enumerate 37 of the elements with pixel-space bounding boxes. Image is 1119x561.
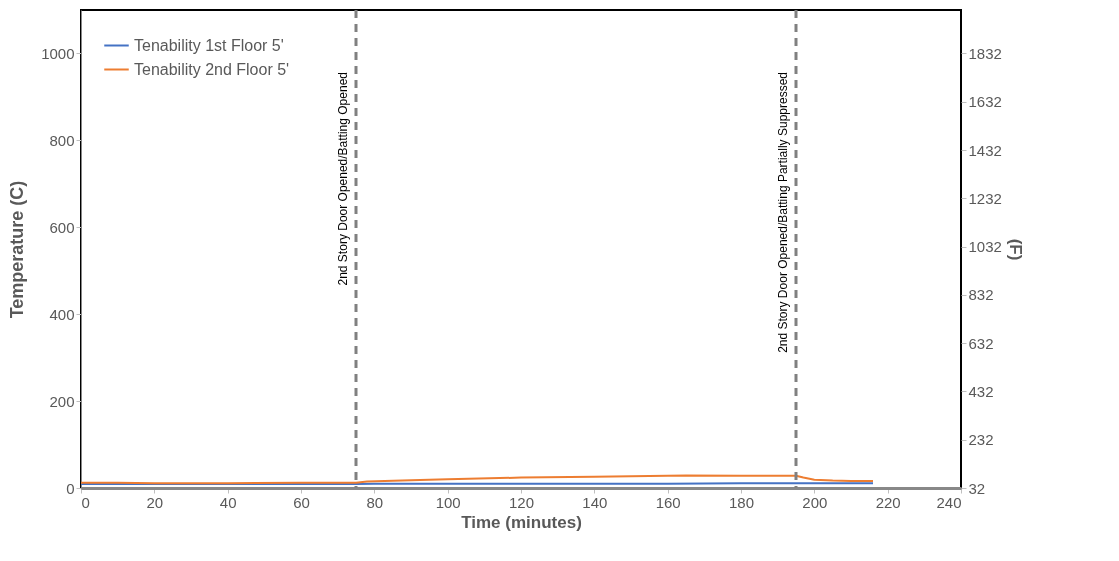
x-tick-label: 160 (655, 493, 681, 511)
y-tick-label: 200 (49, 392, 75, 410)
line-series (80, 474, 874, 485)
x-tick-label: 100 (435, 493, 461, 511)
y-axis-title: Temperature (C) (7, 180, 28, 319)
y-tick-label: 800 (49, 131, 75, 149)
y-tick-label: 400 (49, 305, 75, 323)
y2-tick-label: 832 (968, 286, 994, 304)
y2-tick-label: 32 (968, 479, 986, 497)
y-tick-label: 1000 (41, 44, 75, 62)
y-tick-label: 600 (49, 218, 75, 236)
x-tick-label: 80 (366, 493, 384, 511)
x-tick-label: 200 (802, 493, 828, 511)
x-tick-label: 180 (728, 493, 755, 511)
x-tick-label: 240 (936, 493, 962, 511)
x-tick-label: 220 (875, 493, 901, 511)
y2-tick-label: 632 (968, 334, 994, 352)
ref-line-label: 2nd Story Door Opened/Batting Partially Suppressed (776, 72, 790, 353)
legend-label: Tenability 2nd Floor 5' (134, 60, 290, 78)
x-tick-label: 140 (582, 493, 608, 511)
x-tick-label: 120 (508, 493, 535, 511)
y2-tick-label: 1632 (968, 93, 1002, 111)
x-tick-label: 40 (219, 493, 237, 511)
y2-tick-label: 232 (968, 431, 994, 449)
y2-tick-label: 1832 (968, 44, 1002, 62)
y-tick-label: 0 (66, 479, 75, 497)
x-tick-label: 60 (293, 493, 310, 511)
y2-axis-title: (F) (1005, 238, 1025, 261)
y2-tick-label: 432 (968, 382, 994, 400)
x-tick-label: 0 (81, 493, 90, 511)
y2-tick-label: 1032 (968, 238, 1002, 256)
y2-tick-label: 1432 (968, 141, 1002, 159)
x-tick-label: 20 (146, 493, 164, 511)
ref-line-label: 2nd Story Door Opened/Batting Opened (336, 72, 350, 286)
legend-label: Tenability 1st Floor 5' (134, 36, 284, 54)
x-axis-title: Time (minutes) (461, 512, 582, 532)
y2-tick-label: 1232 (968, 189, 1002, 207)
